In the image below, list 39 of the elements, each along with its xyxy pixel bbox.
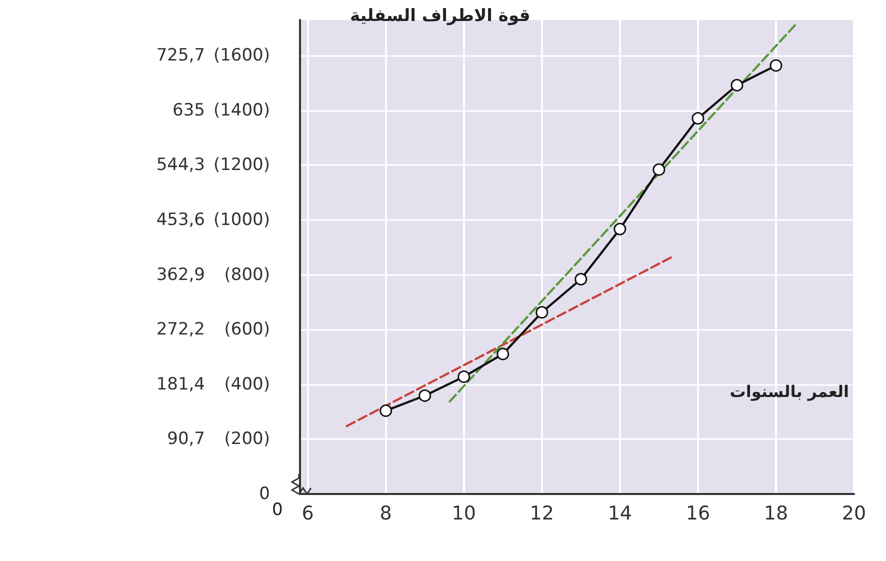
y2-tick-label: (1200) (213, 155, 270, 176)
x-tick-label: 20 (842, 502, 866, 524)
point (730, 78, 744, 92)
y2-tick-label: (1400) (213, 100, 270, 120)
x-tick-label: 18 (764, 502, 788, 524)
y2-tick-label: (1600) (213, 46, 270, 66)
y2-tick-label: (1000) (213, 210, 270, 230)
x-tick-label: 8 (380, 502, 392, 524)
x-tick-label: 6 (302, 502, 314, 524)
x-tick-label: 16 (686, 502, 710, 524)
x-axis-title: العمر بالسنوات (730, 382, 849, 401)
point (458, 370, 470, 383)
y-tick-label: 90,7 (167, 429, 205, 450)
y2-axis-title: قوة الاطراف السفلية (350, 6, 530, 26)
y2-tick-label: (400) (224, 374, 270, 394)
y-tick-label: 362,9 (156, 264, 205, 285)
y-tick-label: 635 (172, 100, 205, 120)
point (770, 59, 782, 72)
x-tick-label: 12 (530, 502, 554, 524)
y-tick-label: 453,6 (156, 210, 205, 230)
y2-tick-label: (800) (224, 264, 270, 285)
y2-tick-label: (200) (224, 429, 270, 450)
y2-tick-label: (600) (224, 320, 270, 340)
point (418, 389, 432, 402)
y-tick-label: 725,7 (156, 46, 205, 66)
y2-tick-label: 0 (259, 484, 270, 504)
point (614, 222, 626, 236)
y-tick-label: 544,3 (156, 155, 205, 176)
point (380, 404, 392, 417)
y-tick-label: 272,2 (156, 320, 205, 340)
text: 0 (272, 500, 283, 520)
x-tick-label: 14 (608, 502, 632, 524)
point (496, 348, 510, 360)
point (692, 112, 704, 125)
x-tick-label: 10 (452, 502, 476, 524)
y-tick-label: 181,4 (156, 374, 205, 394)
point (652, 163, 666, 176)
point (536, 306, 548, 319)
point (574, 272, 588, 286)
